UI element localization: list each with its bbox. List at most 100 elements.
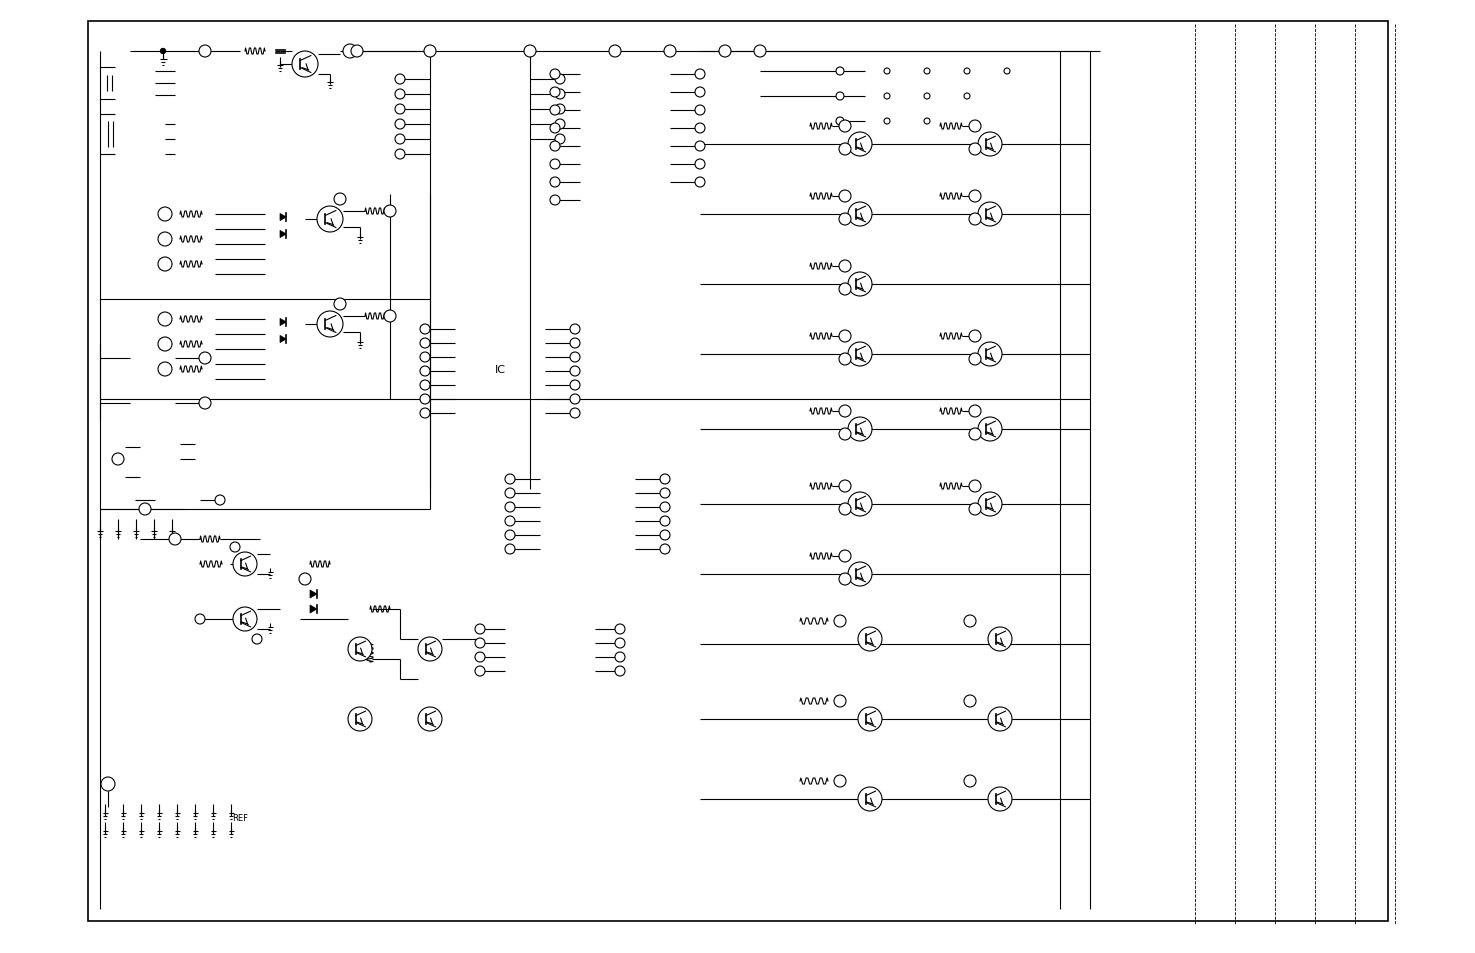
Bar xyxy=(155,490,201,512)
Bar xyxy=(119,430,274,499)
Circle shape xyxy=(615,666,625,677)
Bar xyxy=(209,205,270,280)
Circle shape xyxy=(569,409,580,418)
Polygon shape xyxy=(280,319,286,326)
Bar xyxy=(195,807,285,829)
Circle shape xyxy=(569,338,580,349)
Bar xyxy=(906,115,919,129)
Circle shape xyxy=(233,553,257,577)
Circle shape xyxy=(504,489,515,498)
Bar xyxy=(945,90,959,104)
Circle shape xyxy=(969,144,981,156)
Circle shape xyxy=(858,787,882,811)
Bar xyxy=(274,310,305,350)
Circle shape xyxy=(395,105,406,115)
Circle shape xyxy=(504,544,515,555)
Circle shape xyxy=(988,627,1012,651)
Circle shape xyxy=(659,544,670,555)
Circle shape xyxy=(475,652,485,662)
Bar xyxy=(431,70,530,160)
Circle shape xyxy=(839,429,851,440)
Circle shape xyxy=(158,337,173,352)
Circle shape xyxy=(615,652,625,662)
Circle shape xyxy=(965,94,971,100)
Circle shape xyxy=(351,46,363,58)
Bar xyxy=(130,390,176,417)
Bar xyxy=(1094,515,1180,575)
Circle shape xyxy=(420,409,431,418)
Circle shape xyxy=(848,562,872,586)
Bar xyxy=(1103,38,1173,82)
Circle shape xyxy=(420,338,431,349)
Circle shape xyxy=(839,213,851,226)
Circle shape xyxy=(695,124,705,133)
Circle shape xyxy=(569,380,580,391)
Circle shape xyxy=(475,624,485,635)
Circle shape xyxy=(839,121,851,132)
Bar xyxy=(1094,355,1180,415)
Circle shape xyxy=(839,191,851,203)
Circle shape xyxy=(158,363,173,376)
Bar xyxy=(1103,522,1173,566)
Circle shape xyxy=(695,178,705,188)
Circle shape xyxy=(420,367,431,376)
Bar xyxy=(1094,30,1180,90)
Bar xyxy=(155,299,385,390)
Circle shape xyxy=(233,607,257,631)
Circle shape xyxy=(420,395,431,405)
Bar xyxy=(1094,194,1180,254)
Circle shape xyxy=(833,616,847,627)
Circle shape xyxy=(550,160,560,170)
Circle shape xyxy=(569,367,580,376)
Polygon shape xyxy=(280,214,286,221)
Circle shape xyxy=(158,313,173,327)
Circle shape xyxy=(659,475,670,484)
Circle shape xyxy=(384,206,395,218)
Bar xyxy=(1103,363,1173,407)
Circle shape xyxy=(158,233,173,247)
Circle shape xyxy=(317,207,344,233)
Bar xyxy=(115,115,165,154)
Circle shape xyxy=(348,707,372,731)
Circle shape xyxy=(550,124,560,133)
Circle shape xyxy=(848,132,872,157)
Circle shape xyxy=(199,353,211,365)
Bar xyxy=(945,65,959,79)
Circle shape xyxy=(569,325,580,335)
Circle shape xyxy=(969,191,981,203)
Circle shape xyxy=(839,480,851,493)
Circle shape xyxy=(504,517,515,526)
Circle shape xyxy=(884,94,889,100)
Bar xyxy=(864,90,878,104)
Polygon shape xyxy=(280,336,286,343)
Circle shape xyxy=(569,395,580,405)
Polygon shape xyxy=(280,232,286,238)
Circle shape xyxy=(965,775,976,787)
Circle shape xyxy=(550,106,560,116)
Circle shape xyxy=(550,88,560,98)
Circle shape xyxy=(344,45,357,59)
Bar xyxy=(130,345,176,373)
Circle shape xyxy=(161,50,165,54)
Bar xyxy=(580,65,670,210)
Circle shape xyxy=(158,208,173,222)
Circle shape xyxy=(969,354,981,366)
Circle shape xyxy=(170,534,181,545)
Circle shape xyxy=(333,298,347,311)
Circle shape xyxy=(348,638,372,661)
Circle shape xyxy=(609,46,621,58)
Circle shape xyxy=(923,94,931,100)
Circle shape xyxy=(384,311,395,323)
Circle shape xyxy=(978,417,1002,441)
Bar xyxy=(906,65,919,79)
Circle shape xyxy=(504,502,515,513)
Circle shape xyxy=(252,635,263,644)
Bar xyxy=(540,470,636,564)
Circle shape xyxy=(524,46,535,58)
Circle shape xyxy=(848,417,872,441)
Circle shape xyxy=(615,624,625,635)
Circle shape xyxy=(839,284,851,295)
Circle shape xyxy=(848,273,872,296)
Circle shape xyxy=(969,503,981,516)
Polygon shape xyxy=(310,605,317,614)
